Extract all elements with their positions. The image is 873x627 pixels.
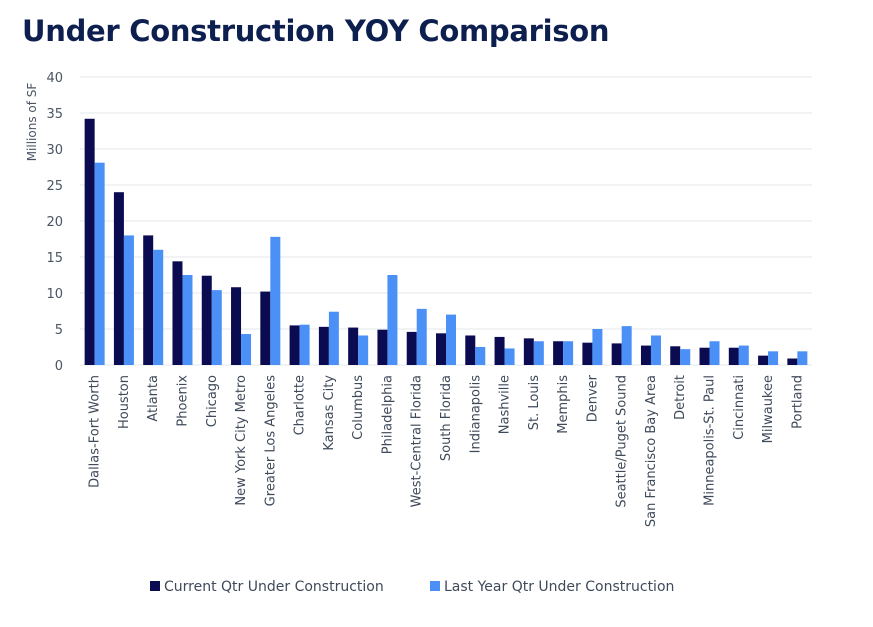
bar-last-year (797, 351, 808, 365)
y-tick-label: 10 (46, 287, 63, 302)
y-tick-label: 35 (46, 107, 63, 122)
bar-current (172, 261, 183, 365)
x-category-label: Detroit (673, 375, 688, 420)
bar-last-year (153, 249, 164, 365)
bar-last-year (504, 348, 515, 365)
y-tick-label: 15 (46, 251, 63, 266)
chart-title: Under Construction YOY Comparison (22, 14, 610, 48)
legend-swatch (150, 581, 160, 591)
legend-swatch (430, 581, 440, 591)
bar-last-year (709, 341, 720, 365)
bar-current (611, 343, 622, 365)
bar-current (201, 275, 212, 365)
bar-current (289, 325, 300, 365)
bar-current (670, 346, 681, 365)
y-tick-label: 0 (55, 359, 63, 374)
bar-current (260, 291, 271, 365)
bar-current (113, 192, 124, 365)
x-category-label: Cincinnati (732, 375, 747, 440)
bar-last-year (211, 290, 222, 365)
bar-last-year (416, 308, 427, 365)
x-category-label: Chicago (205, 375, 220, 427)
bar-last-year (241, 334, 252, 365)
y-tick-label: 25 (46, 179, 63, 194)
bar-last-year (299, 324, 310, 365)
x-category-label: Charlotte (293, 375, 308, 435)
bar-current (465, 335, 476, 365)
bar-current (231, 287, 242, 365)
bar-last-year (123, 235, 134, 365)
x-category-label: Indianapolis (468, 375, 483, 454)
bar-current (436, 333, 446, 365)
bar-last-year (533, 341, 544, 365)
x-category-label: Nashville (498, 375, 513, 434)
bar-last-year (738, 345, 749, 365)
bar-last-year (94, 162, 105, 365)
bar-current (143, 235, 154, 365)
bar-last-year (387, 275, 398, 365)
bar-last-year (270, 236, 281, 365)
bar-current (84, 118, 95, 365)
x-category-label: Denver (585, 374, 600, 422)
bar-last-year (768, 351, 779, 365)
bar-current (494, 336, 505, 365)
x-category-label: San Francisco Bay Area (644, 375, 659, 527)
bar-current (728, 347, 739, 365)
bar-current (787, 358, 798, 365)
legend-label: Last Year Qtr Under Construction (444, 579, 674, 595)
x-axis-categories: Dallas-Fort Worth Houston Atlanta Phoenix Ch… (88, 374, 806, 527)
y-tick-label: 40 (46, 71, 63, 86)
x-category-label: Phoenix (175, 375, 190, 427)
x-category-label: New York City Metro (234, 375, 249, 506)
bar-current (553, 341, 564, 365)
bar-current (318, 326, 329, 365)
bar-last-year (563, 341, 574, 365)
x-category-label: West-Central Florida (410, 375, 425, 507)
bar-last-year (328, 311, 339, 365)
bar-last-year (358, 335, 369, 365)
bars (84, 118, 808, 365)
bar-last-year (182, 275, 193, 365)
bar-current (377, 329, 388, 365)
bar-current (699, 347, 710, 365)
legend: Current Qtr Under Construction Last Year … (150, 579, 674, 595)
bar-current (640, 345, 651, 365)
bar-last-year (621, 326, 632, 365)
x-category-label: Memphis (556, 375, 571, 434)
x-category-label: Dallas-Fort Worth (88, 375, 103, 488)
x-category-label: Columbus (351, 375, 366, 440)
legend-label: Current Qtr Under Construction (164, 579, 384, 595)
x-category-label: Milwaukee (761, 375, 776, 443)
bar-current (523, 338, 534, 365)
x-category-label: Portland (790, 375, 805, 429)
x-category-label: Kansas City (322, 375, 337, 451)
x-category-label: St. Louis (527, 375, 542, 430)
bar-last-year (680, 349, 691, 365)
x-category-label: Philadelphia (380, 375, 395, 454)
bar-current (406, 331, 417, 365)
x-category-label: Greater Los Angeles (263, 375, 278, 507)
x-category-label: Atlanta (146, 375, 161, 422)
y-tick-label: 30 (46, 143, 63, 158)
y-axis-label: Millions of SF (25, 83, 39, 162)
x-category-label: Minneapolis-St. Paul (703, 375, 718, 506)
y-axis-ticks: 0 5 10 15 20 25 30 35 40 (46, 71, 63, 374)
bar-last-year (592, 329, 603, 365)
x-category-label: Houston (117, 375, 132, 429)
bar-current (758, 355, 769, 365)
x-category-label: South Florida (439, 375, 454, 461)
bar-last-year (475, 347, 486, 365)
bar-current (348, 327, 359, 365)
bar-last-year (446, 314, 456, 365)
bar-current (582, 342, 593, 365)
bar-last-year (650, 335, 661, 365)
x-category-label: Seattle/Puget Sound (615, 375, 630, 508)
y-tick-label: 5 (55, 323, 63, 338)
y-tick-label: 20 (46, 215, 63, 230)
